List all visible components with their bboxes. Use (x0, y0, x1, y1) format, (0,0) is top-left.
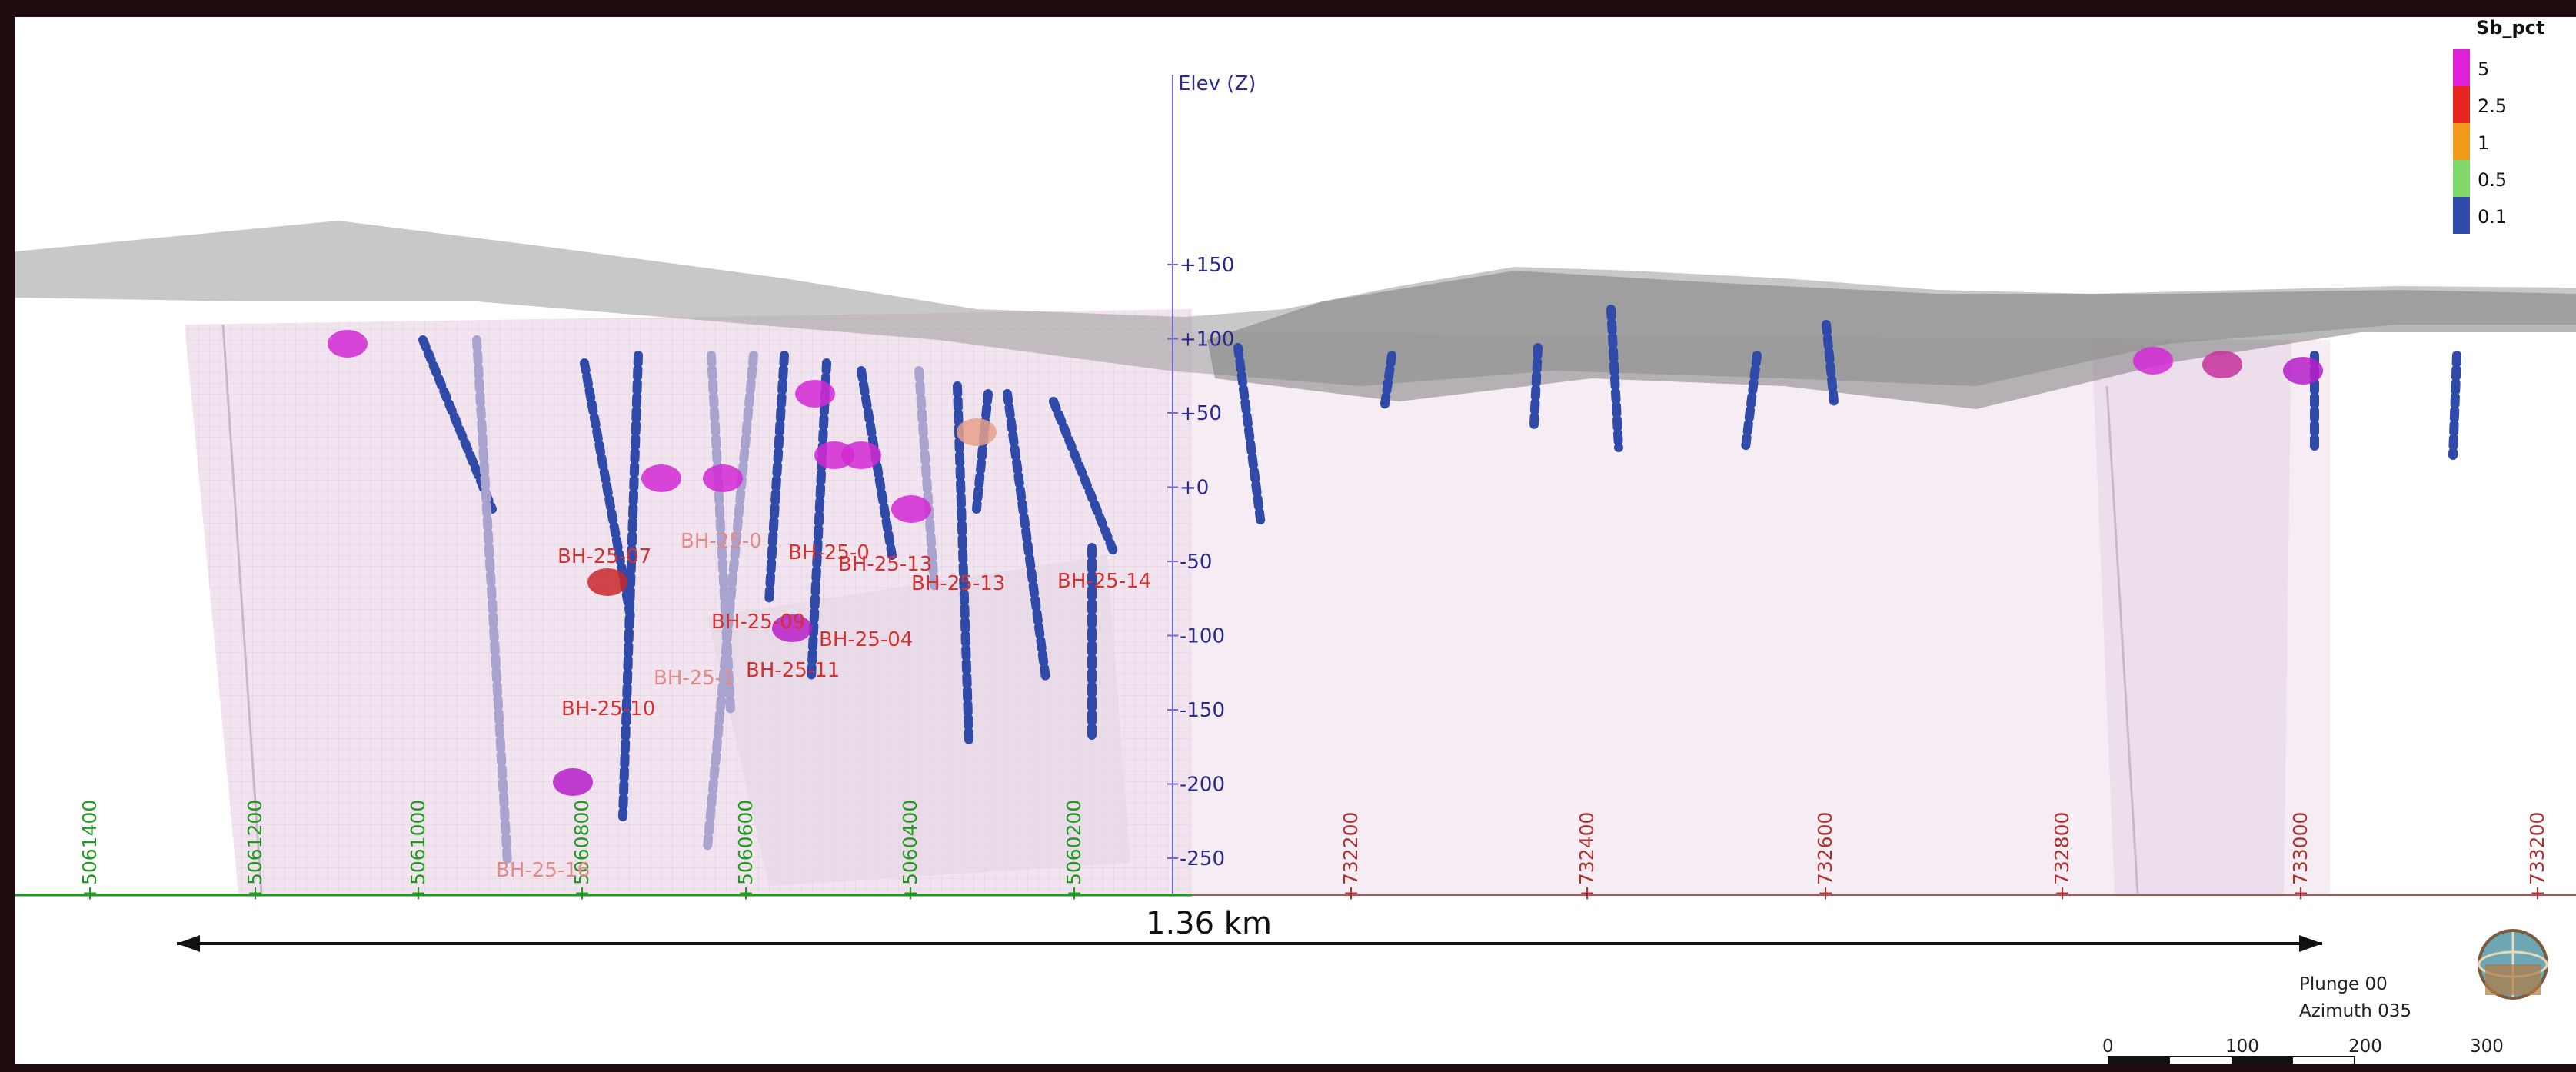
assay-intercept (641, 464, 681, 492)
drill-hole-trace (972, 389, 993, 514)
distance-label: 1.36 km (1146, 906, 1272, 941)
3d-section-viewport[interactable]: Elev (Z) +150 +100 +50 +0 -50 -100 -150 -200 -25… (15, 17, 2576, 1064)
section-scene: Elev (Z) +150 +100 +50 +0 -50 -100 -150 -200 -25… (15, 17, 2576, 1064)
drill-hole-trace (1049, 397, 1120, 560)
scale-tick-label: 0 (2102, 1037, 2114, 1057)
elevation-tick-label: -200 (1180, 774, 1225, 797)
legend-label: 2.5 (2478, 95, 2507, 117)
legend-swatch (2453, 86, 2470, 123)
elevation-tick-label: +150 (1180, 254, 1234, 277)
easting-label: +733000 (2289, 812, 2311, 901)
hole-label: BH-25-0 (681, 530, 762, 553)
assay-intercept (957, 418, 997, 446)
drill-hole-trace (1529, 343, 1543, 429)
block-model-volumes (185, 309, 2330, 894)
assay-intercept (2202, 351, 2242, 378)
drill-hole-trace (1233, 343, 1266, 529)
hole-label: BH-25-13 (838, 553, 932, 576)
legend-swatch (2453, 49, 2470, 86)
elevation-tick-label: +0 (1180, 477, 1209, 500)
drill-hole-trace (953, 381, 973, 744)
legend-label: 1 (2478, 132, 2489, 154)
hole-label: BH-25-11 (746, 659, 840, 682)
legend-label: 0.5 (2478, 169, 2507, 191)
hole-label: BH-25-10 (561, 697, 655, 721)
elevation-tick-label: +100 (1180, 328, 1234, 351)
drill-hole-trace (1003, 389, 1050, 683)
drill-hole-trace (2448, 351, 2461, 460)
drill-hole-trace (472, 335, 512, 867)
hole-label: BH-25-09 (711, 611, 805, 634)
drill-hole-trace (618, 351, 643, 821)
distance-arrow: 1.36 km (177, 906, 2322, 952)
hole-label: BH-25-07 (557, 545, 651, 568)
easting-label: +732800 (2051, 812, 2073, 901)
hole-label: BH-25-13 (911, 572, 1005, 595)
azimuth-text: Azimuth 035 (2299, 1001, 2411, 1021)
elevation-axis-title: Elev (Z) (1178, 72, 1256, 95)
assay-intercept (795, 380, 835, 408)
drill-holes (328, 305, 2461, 867)
scale-tick-label: 300 (2470, 1037, 2504, 1057)
northing-label: +5060800 (571, 800, 593, 901)
scale-tick-label: 100 (2225, 1037, 2259, 1057)
assay-intercept (772, 614, 812, 642)
elevation-tick-label: -150 (1180, 699, 1225, 722)
hole-label: BH-25-16 (496, 859, 590, 882)
drill-hole-trace (807, 358, 831, 683)
hole-label: BH-25-0 (788, 541, 870, 564)
drill-hole-trace (764, 351, 789, 606)
topography-surface (15, 221, 2576, 409)
legend-swatch (2453, 160, 2470, 197)
elevation-tick-label: -250 (1180, 847, 1225, 871)
assay-intercept (587, 568, 627, 596)
northing-label: +5060400 (899, 800, 921, 901)
legend-swatch (2453, 197, 2470, 234)
easting-label: +732600 (1814, 812, 1836, 901)
assay-intercept (841, 441, 881, 469)
hole-label: BH-25-14 (1057, 570, 1151, 593)
drill-hole-trace (1606, 305, 1623, 452)
legend-swatch (2453, 123, 2470, 160)
drill-hole-trace (914, 366, 939, 591)
elevation-tick-label: +50 (1180, 402, 1222, 425)
easting-label: +732400 (1576, 812, 1598, 901)
small-scale-bar: 0 100 200 300 (2102, 1037, 2504, 1064)
drill-hole-trace (1822, 320, 1839, 406)
northing-label: +5061000 (407, 800, 429, 901)
orientation-globe-icon[interactable] (2478, 929, 2548, 1000)
assay-intercept (703, 464, 743, 492)
drill-hole-trace (1741, 351, 1762, 452)
easting-label: +732200 (1340, 812, 1362, 901)
plunge-text: Plunge 00 (2299, 974, 2388, 994)
sb-pct-legend: Sb_pct 5 2.5 1 0.5 0.1 (2453, 17, 2544, 234)
hole-label: BH-25-1 (654, 667, 735, 690)
legend-label: 0.1 (2478, 206, 2507, 228)
scale-tick-label: 200 (2348, 1037, 2382, 1057)
elevation-axis: Elev (Z) +150 +100 +50 +0 -50 -100 -150 -200 -25… (1167, 72, 1256, 894)
assay-intercept (2283, 357, 2323, 385)
assay-intercept (553, 768, 593, 796)
northing-label: +5061400 (78, 800, 101, 901)
legend-label: 5 (2478, 58, 2489, 80)
assay-intercept (2133, 347, 2173, 375)
assay-intercept (891, 495, 931, 523)
legend-title: Sb_pct (2476, 17, 2544, 38)
northing-label: +5060200 (1063, 800, 1085, 901)
drill-hole-trace (703, 351, 758, 852)
hole-label: BH-25-04 (819, 628, 913, 651)
assay-intercept (328, 330, 368, 358)
northing-label: +5060600 (734, 800, 757, 901)
elevation-tick-label: -50 (1180, 551, 1212, 574)
easting-label: +733200 (2526, 812, 2548, 901)
northing-label: +5061200 (244, 800, 266, 901)
drill-hole-trace (1380, 351, 1396, 414)
elevation-tick-label: -100 (1180, 625, 1225, 648)
